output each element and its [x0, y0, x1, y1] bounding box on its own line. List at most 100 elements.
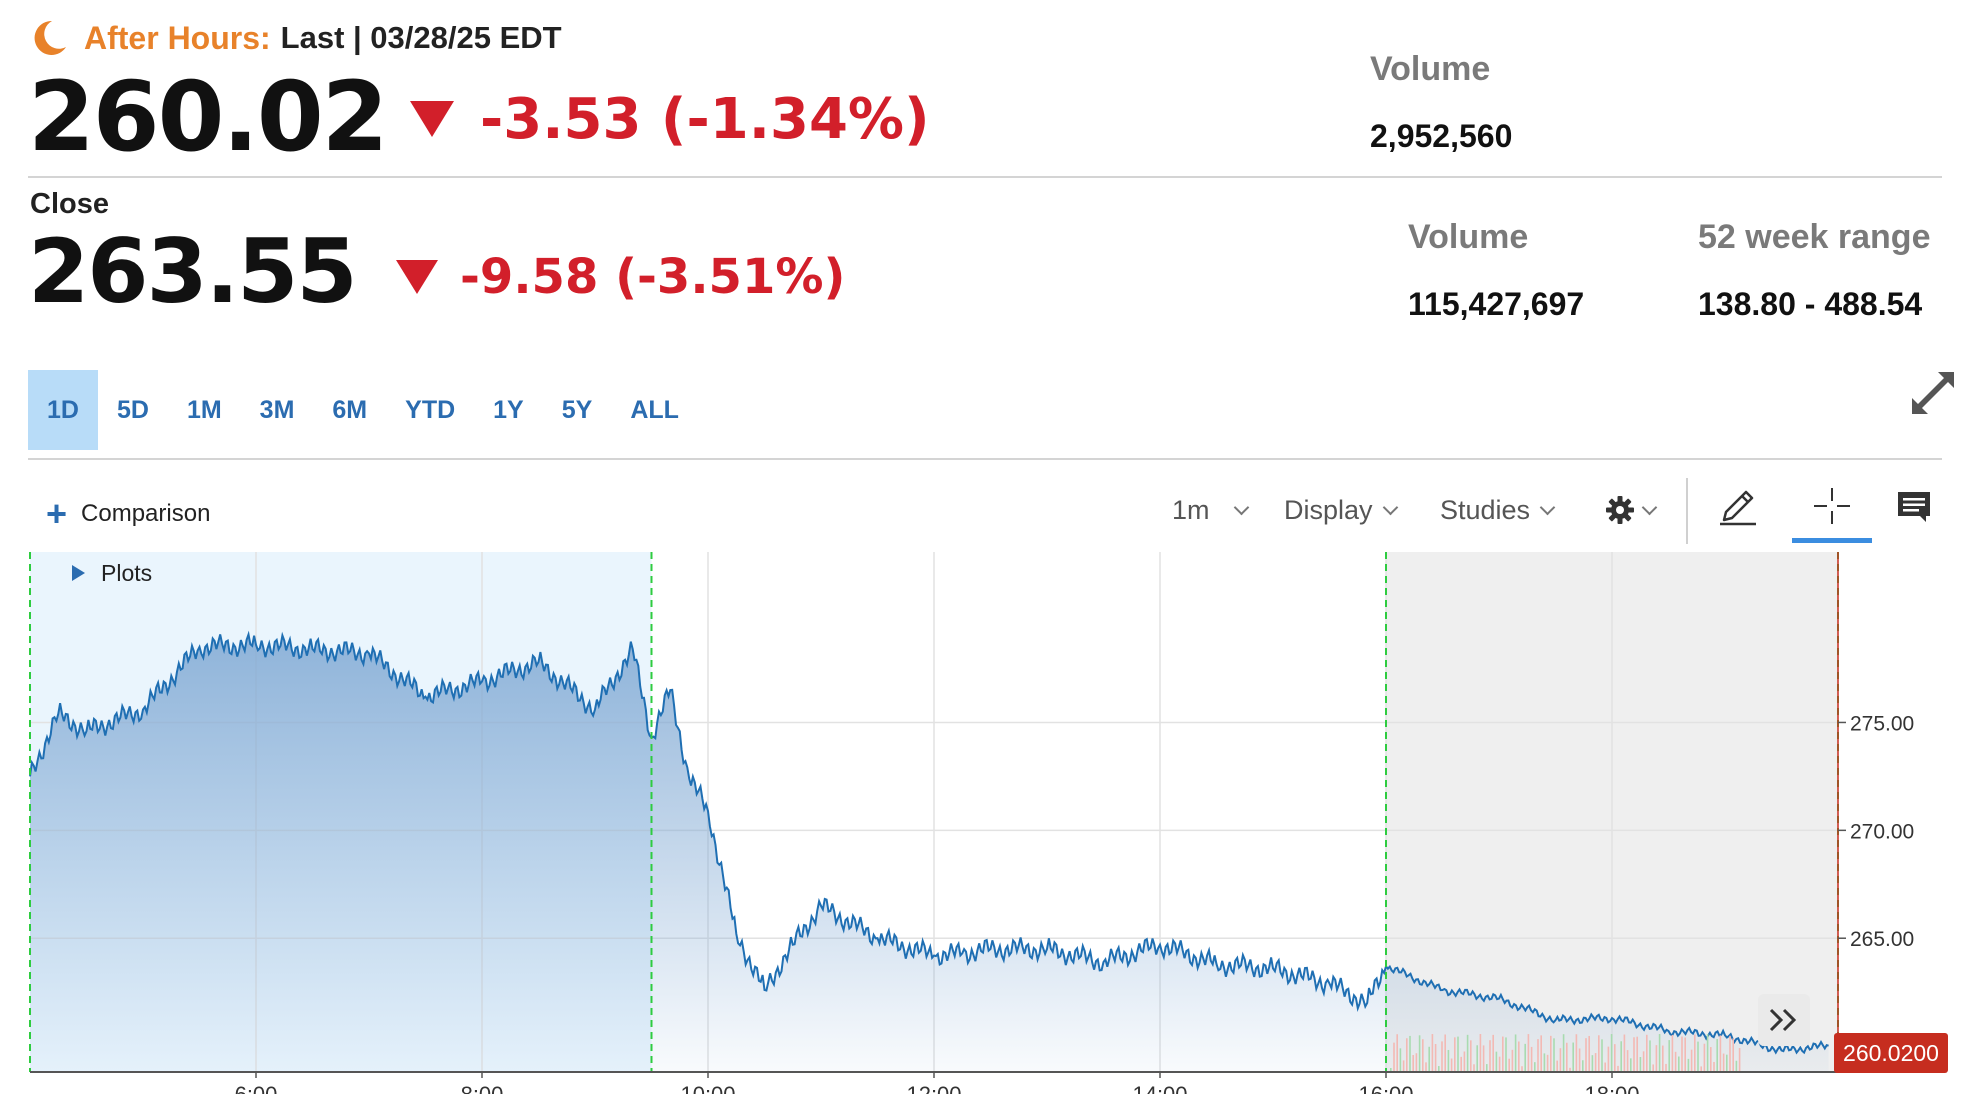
volume-bar	[1502, 1036, 1504, 1072]
volume-bar	[1460, 1056, 1462, 1072]
volume-bar	[1706, 1034, 1709, 1072]
volume-bar	[1546, 1054, 1549, 1072]
volume-bar	[1553, 1038, 1555, 1072]
volume-bar	[1697, 1041, 1699, 1072]
display-dropdown[interactable]: Display	[1284, 488, 1398, 532]
volume-bar	[1719, 1035, 1722, 1072]
volume-bar	[1518, 1041, 1520, 1072]
volume-bar	[1492, 1034, 1494, 1072]
tab-5y[interactable]: 5Y	[561, 395, 593, 424]
play-triangle-icon	[72, 565, 85, 581]
tab-1d[interactable]: 1D	[28, 370, 98, 450]
studies-dropdown[interactable]: Studies	[1440, 488, 1556, 532]
volume-bar	[1454, 1037, 1456, 1072]
volume-bar	[1588, 1035, 1590, 1072]
x-tick-label: 16:00	[1358, 1082, 1413, 1094]
volume-bar	[1476, 1045, 1478, 1072]
after-hours-volume-value: 2,952,560	[1370, 118, 1513, 154]
volume-bar	[1626, 1050, 1629, 1072]
scroll-to-end-button[interactable]	[1758, 994, 1810, 1046]
volume-bar	[1713, 1061, 1715, 1072]
week-range-label: 52 week range	[1698, 218, 1931, 256]
double-chevron-right-icon	[1769, 1008, 1797, 1032]
comparison-button[interactable]: + Comparison	[46, 494, 210, 534]
down-triangle-icon	[410, 101, 454, 137]
volume-bar	[1479, 1034, 1482, 1072]
volume-bar	[1457, 1036, 1459, 1072]
volume-bar	[1466, 1034, 1469, 1072]
tab-5d[interactable]: 5D	[116, 395, 149, 424]
close-volume-label: Volume	[1408, 218, 1529, 256]
volume-bar	[1521, 1066, 1523, 1072]
tab-ytd[interactable]: YTD	[405, 395, 456, 424]
after-hours-volume-label: Volume	[1370, 50, 1491, 88]
x-tick-label: 10:00	[680, 1082, 735, 1094]
volume-bar	[1646, 1034, 1648, 1072]
after-hours-change: -3.53 (-1.34%)	[410, 84, 930, 154]
volume-bar	[1396, 1034, 1398, 1072]
volume-bar	[1722, 1053, 1725, 1072]
volume-bar	[1537, 1039, 1539, 1072]
volume-bar	[1505, 1037, 1507, 1072]
volume-bar	[1543, 1053, 1546, 1072]
tab-6m[interactable]: 6M	[332, 395, 368, 424]
x-tick-label: 6:00	[235, 1082, 278, 1094]
volume-bar	[1716, 1039, 1718, 1072]
volume-bar	[1550, 1035, 1552, 1072]
volume-bar	[1681, 1036, 1683, 1072]
volume-bar	[1684, 1037, 1686, 1072]
volume-bar	[1572, 1042, 1574, 1072]
comment-icon[interactable]	[1892, 484, 1936, 528]
volume-bar	[1511, 1049, 1514, 1072]
volume-bar	[1566, 1042, 1568, 1072]
volume-bar	[1601, 1039, 1603, 1072]
settings-dropdown[interactable]	[1604, 488, 1658, 532]
interval-dropdown[interactable]: 1m	[1172, 488, 1249, 532]
tab-1y[interactable]: 1Y	[493, 395, 524, 424]
volume-bar	[1422, 1039, 1424, 1072]
volume-bar	[1402, 1060, 1405, 1072]
volume-bar	[1415, 1053, 1418, 1072]
close-change-value: -9.58 (-3.51%)	[460, 249, 846, 305]
y-tick-label: 265.00	[1850, 928, 1914, 951]
volume-bar	[1687, 1058, 1690, 1072]
volume-bar	[1649, 1040, 1651, 1072]
volume-bar	[1482, 1045, 1485, 1072]
volume-bar	[1678, 1056, 1680, 1072]
volume-bar	[1585, 1038, 1587, 1072]
volume-bar	[1441, 1041, 1443, 1072]
toolbar-separator	[1686, 478, 1688, 544]
after-hours-row: After Hours: Last | 03/28/25 EDT	[28, 14, 562, 62]
volume-bar	[1556, 1060, 1558, 1072]
tab-1m[interactable]: 1M	[186, 395, 222, 424]
volume-bar	[1418, 1035, 1421, 1072]
studies-label: Studies	[1440, 494, 1531, 525]
range-tabs: 1D 5D 1M 3M 6M YTD 1Y 5Y ALL	[28, 370, 698, 450]
x-tick-label: 12:00	[906, 1082, 961, 1094]
volume-bar	[1486, 1064, 1488, 1072]
volume-bar	[1428, 1046, 1430, 1072]
plots-label: Plots	[101, 559, 153, 586]
close-change: -9.58 (-3.51%)	[396, 246, 845, 308]
close-label: Close	[30, 188, 109, 220]
x-tick-label: 14:00	[1132, 1082, 1187, 1094]
volume-bar	[1690, 1049, 1693, 1072]
volume-bar	[1434, 1043, 1437, 1072]
tab-3m[interactable]: 3M	[259, 395, 295, 424]
crosshair-icon[interactable]	[1810, 484, 1854, 528]
close-volume-value: 115,427,697	[1408, 286, 1585, 322]
volume-bar	[1726, 1054, 1728, 1072]
after-hours-price: 260.02	[28, 61, 388, 173]
interval-label: 1m	[1172, 494, 1210, 525]
after-hours-last-date: Last | 03/28/25 EDT	[280, 20, 562, 55]
tab-all[interactable]: ALL	[630, 395, 679, 424]
volume-bar	[1406, 1038, 1408, 1072]
pencil-draw-icon[interactable]	[1716, 484, 1760, 528]
expand-icon[interactable]	[1908, 368, 1958, 418]
plots-toggle[interactable]: Plots	[72, 558, 152, 588]
volume-bar	[1534, 1062, 1536, 1072]
gear-icon	[1606, 496, 1634, 524]
volume-bar	[1412, 1055, 1414, 1072]
y-tick-label: 270.00	[1850, 820, 1914, 843]
